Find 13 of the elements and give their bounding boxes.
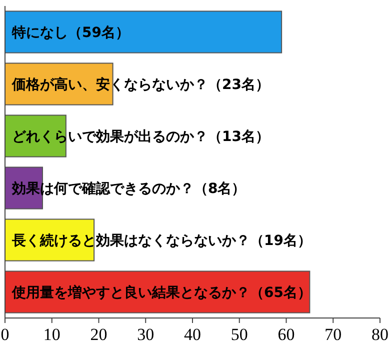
x-tick-label: 0 — [0, 325, 10, 344]
y-tick-label: 長く続けると効果はなくならないか？（19名） — [11, 233, 312, 249]
y-tick-label: 使用量を増やすと良い結果となるか？（65名） — [11, 284, 312, 301]
x-tick-label: 80 — [372, 325, 388, 344]
x-tick-label: 40 — [184, 325, 201, 344]
x-tick-label: 50 — [230, 325, 248, 344]
y-tick-label: 価格が高い、安くならないか？（23名） — [11, 76, 270, 93]
y-tick-label: 特になし（59名） — [11, 25, 130, 41]
x-tick-label: 10 — [43, 325, 60, 344]
x-tick-label: 60 — [278, 325, 295, 344]
x-tick-label: 30 — [137, 325, 154, 344]
x-tick-label: 20 — [90, 325, 108, 344]
x-tick-label: 70 — [324, 325, 342, 344]
